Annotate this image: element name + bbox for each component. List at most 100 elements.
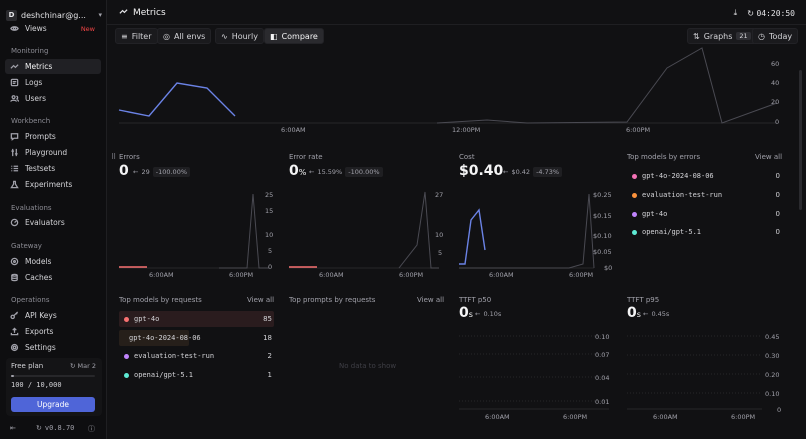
header-actions: ⤓ ↻ 04:20:50 [734,8,795,18]
collapse-sidebar-icon[interactable]: ⇤ [10,424,16,432]
sidebar-item-logs[interactable]: Logs [5,75,101,90]
sidebar-item-models[interactable]: Models [5,254,101,269]
ttft-p95-y-tick: 0.20 [765,371,780,379]
ttft-p50-y-tick: 0.10 [595,333,610,341]
cost-x-tick: 6:00PM [569,271,594,279]
scrollbar-thumb[interactable] [799,70,802,210]
upgrade-button[interactable]: Upgrade [11,397,95,412]
error-rate-unit: % [298,168,307,177]
list-item[interactable]: openai/gpt-5.1 [627,224,782,240]
error-rate-x-tick: 6:00PM [399,271,424,279]
ttft-p95-y-tick: 0 [777,406,782,414]
list-item[interactable]: evaluation-test-run [119,348,274,364]
plan-reset-date: Mar 2 [77,362,96,370]
error-rate-prev: 15.59% [317,168,343,176]
page-title: Metrics [119,7,166,19]
list-item-name: gpt-4o-2024-08-06 [642,172,714,180]
top-chart-y-tick: 60 [771,60,780,68]
plan-usage-fill [11,375,14,377]
sidebar-item-playground[interactable]: Playground [5,145,101,160]
range-button[interactable]: ◷ Today [752,28,799,44]
sidebar-item-settings[interactable]: Settings [5,340,101,355]
list-item[interactable]: evaluation-test-run [627,187,782,203]
list-item[interactable]: gpt-4o-2024-08-06 [627,168,782,184]
ttft-p95-label: TTFT p95 [627,296,660,304]
list-item[interactable]: gpt-4o-2024-08-06 [119,330,201,346]
top-models-requests-view-all[interactable]: View all [247,296,275,304]
list-item[interactable]: gpt-4o [627,206,782,222]
top-chart-y-tick: 40 [771,79,780,87]
error-rate-y-tick: 5 [438,249,443,257]
ttft-p95-chart [627,335,762,410]
sidebar-item-api-keys[interactable]: API Keys [5,308,101,323]
sidebar-item-exports[interactable]: Exports [5,324,101,339]
sidebar-item-metrics[interactable]: Metrics [5,59,101,74]
errors-y-tick: 15 [265,207,274,215]
errors-series-compare [219,193,269,269]
list-item[interactable]: openai/gpt-5.1 [119,367,274,383]
wave-icon: ∿ [221,31,228,41]
envs-button[interactable]: ◎ All envs [157,28,212,44]
sidebar-item-experiments[interactable]: Experiments [5,177,101,192]
workspace-switcher[interactable]: D deshchinar@g... ▾ [6,7,102,23]
filter-button[interactable]: ≡ Filter [115,28,158,44]
sidebar-item-prompts[interactable]: Prompts [5,129,101,144]
list-item-name: gpt-4o-2024-08-06 [129,334,201,342]
cost-chart [459,193,595,269]
errors-label: Errors [119,153,140,161]
section-workbench: Workbench [11,117,51,125]
list-item[interactable]: gpt-4o [119,311,274,327]
ttft-p50-y-tick: 0.04 [595,374,610,382]
timer-value: 04:20:50 [756,8,795,18]
list-item-value: 0 [775,228,780,236]
top-prompts-view-all[interactable]: View all [417,296,445,304]
cost-delta: ← $0.42 -4.73% [503,167,563,177]
graphs-button[interactable]: ⇅ Graphs 21 [687,28,757,44]
chat-icon [10,132,19,141]
sidebar-item-users[interactable]: Users [5,91,101,106]
refresh-timer[interactable]: ↻ 04:20:50 [747,8,795,18]
sidebar-item-label: Metrics [25,62,53,71]
download-icon[interactable]: ⤓ [733,8,738,17]
ttft-p95-delta: ← 0.45s [643,310,670,318]
eye-icon: ◎ [163,31,170,41]
interval-button[interactable]: ∿ Hourly [215,28,264,44]
list-item-value: 0 [775,210,780,218]
error-rate-number: 0 [289,163,299,179]
interval-label: Hourly [231,31,258,41]
series-dot [632,229,637,235]
drag-handle-icon[interactable]: ⠿ [111,153,117,161]
list-item-value: 0 [775,172,780,180]
list-item-name: openai/gpt-5.1 [134,371,194,379]
help-icon[interactable]: ⓘ [88,425,95,433]
cost-y-tick: $0.25 [593,191,612,199]
refresh-icon: ↻ [70,362,76,370]
ttft-p50-prev: 0.10s [483,310,502,318]
section-monitoring: Monitoring [11,47,49,55]
section-operations: Operations [11,296,50,304]
plan-usage: 100 / 10,000 [11,381,62,389]
sidebar-item-evaluators[interactable]: Evaluators [5,215,101,230]
sidebar-item-label: Caches [25,273,53,282]
errors-x-tick: 6:00PM [229,271,254,279]
ttft-p95-unit: s [636,310,641,319]
ttft-p50-chart [459,335,609,410]
list-item-value: 0 [775,191,780,199]
top-models-errors-view-all[interactable]: View all [755,153,783,161]
plan-card: Free plan ↻ Mar 2 100 / 10,000 Upgrade [6,358,102,416]
series-dot [632,173,637,179]
compare-button[interactable]: ◧ Compare [264,28,324,44]
cost-y-tick: $0.15 [593,212,612,220]
sidebar-item-caches[interactable]: Caches [5,270,101,285]
cost-series-current [459,208,486,265]
trend-icon [10,62,19,71]
workspace-avatar: D [6,9,17,21]
sidebar-item-views[interactable]: Views New [5,21,101,36]
list-item-name: openai/gpt-5.1 [642,228,702,236]
top-chart-series-blue [118,82,236,117]
key-icon [10,311,19,320]
list-item-name: evaluation-test-run [642,191,723,199]
sidebar-item-testsets[interactable]: Testsets [5,161,101,176]
ttft-p50-value: 0s [459,305,473,321]
cube-icon [10,257,19,266]
